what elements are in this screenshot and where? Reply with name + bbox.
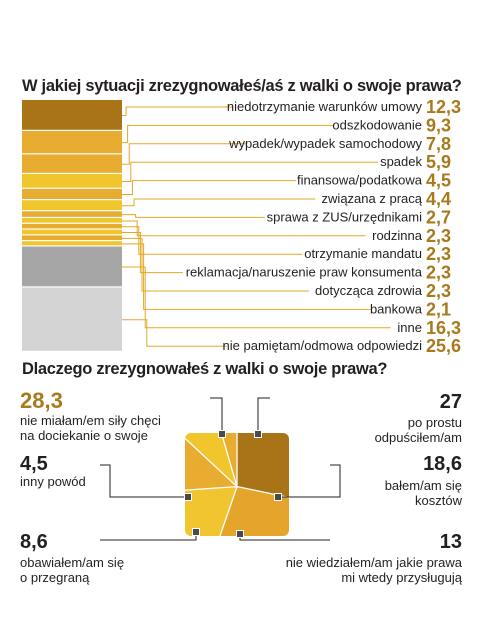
slice-label: mi wtedy przysługują [341,570,462,585]
pie-group [185,433,289,536]
stack-segment [22,246,122,287]
callout-line [257,397,270,434]
leader-line [122,214,265,218]
category-label: wypadek/wypadek samochodowy [228,136,422,151]
value-label: 16,3 [426,318,461,338]
slice-label: po prostu [408,415,462,430]
chart1-title: W jakiej sytuacji zrezygnowałeś/aś z wal… [22,77,462,95]
stack-segment [22,229,122,235]
category-label: związana z pracą [322,191,423,206]
callout-marker [192,528,200,536]
leader-line [122,124,335,144]
leader-line [122,266,391,329]
category-label: otrzymanie mandatu [304,246,422,261]
callout-marker [236,530,244,538]
pie-slice [236,433,289,512]
category-label: rodzinna [372,228,423,243]
slice-value: 18,6 [423,453,462,475]
stack-segment [22,223,122,229]
callout-line [100,464,188,498]
value-label: 2,3 [426,281,451,301]
value-label: 4,4 [426,189,451,209]
leader-line [122,319,227,347]
stack-segment [22,287,122,351]
callout-line [100,532,197,541]
value-label: 2,3 [426,226,451,246]
category-label: finansowa/podatkowa [297,173,423,188]
stack-segment [22,211,122,217]
stack-segment [22,200,122,211]
slice-value: 4,5 [20,453,48,475]
stack-segment [22,154,122,173]
category-label: odszkodowanie [332,117,422,132]
leader-line [122,143,246,165]
callout-line [210,397,223,434]
callout-marker [184,493,192,501]
pie-slice [202,433,238,487]
slice-label: nie miałam/em siły chęci [20,413,161,428]
value-label: 2,1 [426,299,451,319]
value-label: 2,3 [426,263,451,283]
value-label: 4,5 [426,171,451,191]
leader-line [122,226,303,255]
value-label: 25,6 [426,336,461,356]
leader-line [122,161,379,182]
slice-label: inny powód [20,474,86,489]
slice-label: o przegraną [20,570,90,585]
category-label: dotycząca zdrowia [315,283,423,298]
value-label: 2,7 [426,207,451,227]
callout-marker [218,430,226,438]
pie-slice [185,433,239,496]
leader-line [122,243,372,310]
slice-label: bałem/am się [385,478,462,493]
callout-line [278,464,341,498]
stack-segment [22,130,122,154]
category-label: spadek [380,154,422,169]
category-label: inne [397,320,422,335]
pie-slice [185,433,239,489]
callout-marker [254,430,262,438]
category-label: sprawa z ZUS/urzędnikami [267,209,422,224]
slice-value: 8,6 [20,531,48,553]
stack-segment [22,241,122,246]
slice-value: 27 [440,391,462,413]
slice-value: 13 [440,531,462,553]
leader-line [122,237,309,292]
value-label: 9,3 [426,115,451,135]
callout-marker [274,493,282,501]
slice-label: odpuściłem/am [375,430,462,445]
stack-segment [22,235,122,241]
leader-line [122,220,366,237]
value-label: 5,9 [426,152,451,172]
slice-value: 28,3 [20,388,63,413]
value-label: 2,3 [426,244,451,264]
leader-line [122,232,183,274]
stack-segment [22,188,122,199]
slice-label: obawiałem/am się [20,555,124,570]
category-label: bankowa [370,301,423,316]
pie-slice [197,485,289,536]
slice-label: kosztów [415,493,463,508]
leader-line [122,198,316,207]
value-label: 7,8 [426,134,451,154]
category-label: nie pamiętam/odmowa odpowiedzi [223,338,423,353]
slice-label: nie wiedziałem/am jakie prawa [286,555,463,570]
stack-segment [22,218,122,223]
category-label: niedotrzymanie warunków umowy [227,99,423,114]
pie-slice [185,485,238,536]
stack-segment [22,100,122,130]
value-label: 12,3 [426,97,461,117]
slice-label: na dociekanie o swoje [20,428,148,443]
leader-line [122,106,234,116]
stack-segment [22,174,122,188]
leader-line [122,180,297,196]
chart2-title: Dlaczego zrezygnowałeś z walki o swoje p… [22,360,388,378]
category-label: reklamacja/naruszenie praw konsumenta [186,265,423,280]
